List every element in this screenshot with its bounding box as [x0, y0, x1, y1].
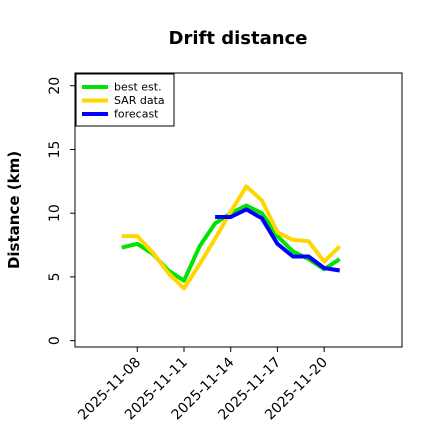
chart-title: Drift distance	[169, 28, 308, 49]
y-axis-label: Distance (km)	[5, 151, 23, 269]
y-tick-label: 10	[47, 204, 63, 222]
plot-frame	[74, 72, 403, 348]
x-axis: 2025-11-082025-11-112025-11-142025-11-17…	[75, 347, 331, 423]
y-tick-label: 0	[47, 336, 63, 345]
legend-label: forecast	[114, 108, 159, 121]
series-line-forecast	[215, 207, 341, 273]
legend-label: best est.	[114, 81, 162, 94]
series-line-sar-data	[121, 184, 342, 291]
y-tick-label: 5	[47, 272, 63, 281]
y-axis: 0 5 10 15 20	[47, 77, 75, 345]
plot-lines	[121, 184, 342, 291]
y-tick-label: 15	[47, 141, 63, 159]
legend-label: SAR data	[114, 94, 165, 107]
legend-box	[75, 73, 175, 127]
y-tick-label: 20	[47, 77, 63, 95]
